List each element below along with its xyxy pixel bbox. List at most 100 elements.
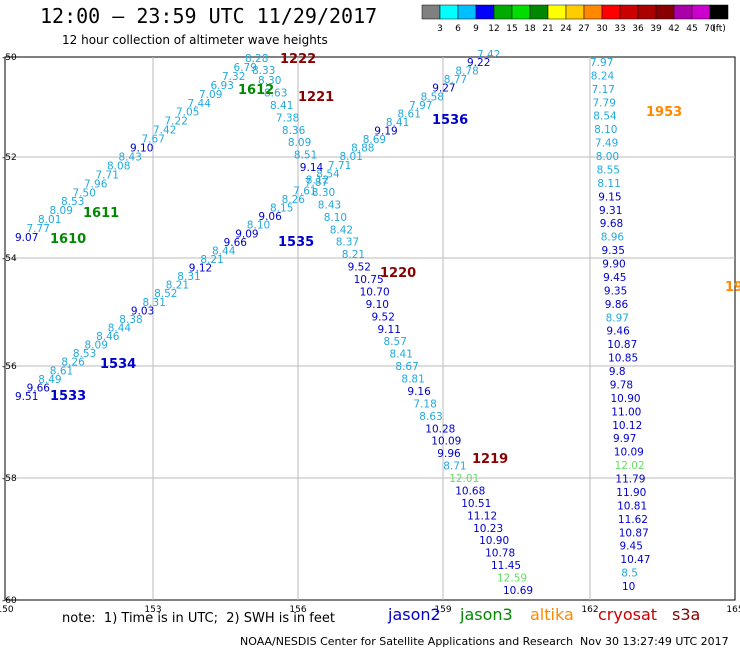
legend-label: 6	[455, 24, 461, 33]
track-value: 7.42	[153, 125, 176, 137]
track-value: 8.08	[107, 160, 130, 172]
track-value: 7.71	[96, 169, 119, 181]
y-tick-label: -50	[2, 53, 17, 63]
track-value: 8.71	[443, 461, 466, 473]
track-value: 8.33	[252, 65, 275, 77]
track-value: 8.57	[384, 336, 407, 348]
track-value: 8.12	[306, 175, 329, 187]
legend-label: 15	[506, 24, 517, 33]
track-value: 8.26	[282, 194, 306, 206]
x-tick-label: 162	[581, 605, 598, 615]
track-value: 7.17	[592, 84, 615, 96]
time-label: 1221	[298, 90, 334, 105]
credit-text: NOAA/NESDIS Center for Satellite Applica…	[240, 635, 574, 648]
legend-label: 42	[668, 24, 679, 33]
time-label: 1219	[472, 452, 508, 467]
legend-label: 27	[578, 24, 589, 33]
time-label: 1534	[100, 357, 136, 372]
track-value: 7.79	[593, 97, 616, 109]
x-tick-label: 153	[144, 605, 161, 615]
time-label: 1220	[380, 266, 416, 281]
time-label: 1533	[50, 389, 86, 404]
time-label: 1611	[83, 206, 119, 221]
track-value: 8.21	[342, 249, 365, 261]
track-value: 8.69	[363, 134, 386, 146]
track-value: 10.90	[479, 535, 509, 547]
x-tick-label: 156	[289, 605, 306, 615]
track-value: 9.06	[258, 211, 282, 223]
track-value: 10.68	[455, 486, 485, 498]
track-value: 8.41	[390, 349, 413, 361]
track-value: 8.88	[351, 143, 374, 155]
track-value: 10.23	[473, 523, 503, 535]
track-value: 8.09	[85, 340, 108, 352]
track-value: 7.97	[409, 100, 432, 112]
track-value: 9.66	[224, 237, 248, 249]
track-value: 10.12	[612, 420, 642, 432]
track-value: 10.87	[619, 527, 649, 539]
track-value: 8.10	[324, 212, 347, 224]
track-value: 8.44	[108, 323, 132, 335]
page-title: 12:00 – 23:59 UTC 11/29/2017	[40, 4, 378, 28]
y-tick-label: -54	[2, 254, 17, 264]
y-tick-label: -56	[2, 362, 17, 372]
track-value: 8.53	[73, 348, 96, 360]
track-value: 8.41	[386, 117, 409, 129]
track-value: 11.79	[615, 474, 645, 486]
track-value: 8.49	[38, 374, 61, 386]
track-value: 9.09	[235, 228, 258, 240]
legend-label: (ft)	[712, 24, 726, 33]
time-label: 1610	[50, 232, 86, 247]
track-value: 9.97	[613, 433, 636, 445]
track-value: 8.96	[601, 232, 625, 244]
track-value: 8.5	[621, 568, 638, 580]
track-value: 9.11	[378, 324, 401, 336]
legend-label: 70	[704, 24, 716, 33]
track-value: 8.42	[330, 224, 353, 236]
track-value: 9.03	[131, 305, 154, 317]
legend-altika: altika	[530, 605, 574, 624]
track-value: 12.01	[449, 473, 479, 485]
track-value: 9.12	[189, 263, 212, 275]
track-value: 7.22	[165, 116, 188, 128]
track-value: 8.43	[119, 151, 142, 163]
track-value: 8.26	[61, 357, 85, 369]
track-value: 9.10	[366, 299, 389, 311]
track-value: 8.36	[282, 125, 306, 137]
legend-label: 30	[596, 24, 608, 33]
track-value: 10.78	[485, 548, 515, 560]
track-value: 11.90	[616, 487, 646, 499]
track-value: 10.09	[431, 436, 461, 448]
time-label: 1222	[280, 52, 316, 67]
track-value: 7.61	[293, 186, 316, 198]
track-value: 9.45	[603, 272, 626, 284]
track-value: 8.53	[61, 196, 84, 208]
track-value: 10.70	[360, 287, 390, 299]
track-value: 9.31	[599, 205, 622, 217]
track-value: 9.35	[604, 285, 627, 297]
track-value: 9.8	[609, 366, 626, 378]
track-value: 9.90	[602, 259, 625, 271]
time-label: 19	[725, 280, 740, 295]
track-value: 8.78	[455, 66, 478, 78]
track-value: 10.81	[617, 500, 647, 512]
track-value: 7.18	[413, 398, 436, 410]
legend-label: 33	[614, 24, 625, 33]
track-value: 8.10	[594, 124, 617, 136]
track-value: 10	[622, 581, 635, 593]
legend-swatch	[709, 4, 729, 20]
track-value: 8.43	[318, 199, 341, 211]
track-value: 8.31	[143, 297, 166, 309]
y-tick-label: -58	[2, 474, 17, 484]
time-label: 1612	[238, 83, 274, 98]
track-value: 8.44	[212, 245, 236, 257]
track-value: 11.00	[611, 406, 641, 418]
legend-label: 45	[686, 24, 697, 33]
track-value: 8.52	[154, 288, 177, 300]
track-value: 7.09	[199, 89, 222, 101]
track-value: 8.41	[270, 100, 293, 112]
track-value: 7.67	[142, 134, 165, 146]
track-value: 6.93	[211, 80, 234, 92]
legend-label: 39	[650, 24, 662, 33]
track-value: 7.77	[27, 223, 50, 235]
